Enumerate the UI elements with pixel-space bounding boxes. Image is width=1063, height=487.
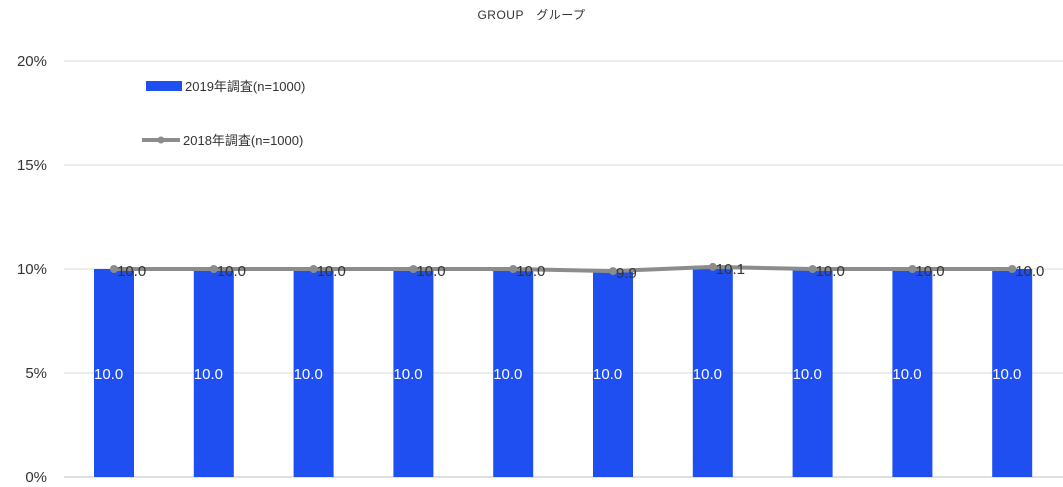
bar xyxy=(94,269,134,477)
bar-data-label: 10.0 xyxy=(693,366,722,383)
bar xyxy=(692,269,733,477)
bar-data-label: 10.0 xyxy=(892,366,921,383)
y-axis: 0% 5% 10% 15% 20% xyxy=(17,53,47,486)
bar-data-label: 10.0 xyxy=(94,366,123,383)
line-marker xyxy=(409,265,418,273)
line-data-labels: 10.0 10.0 10.0 10.0 10.0 9.9 10.1 10.0 10.0 10.0 xyxy=(117,261,1044,282)
bar xyxy=(493,269,534,477)
bar xyxy=(193,269,234,477)
line-marker xyxy=(609,267,617,276)
line-data-label: 10.0 xyxy=(516,263,545,280)
line-data-label: 10.0 xyxy=(915,263,944,280)
legend-swatch-2018-marker xyxy=(157,136,165,144)
bar xyxy=(792,269,833,477)
line-marker xyxy=(209,265,218,273)
legend-label-2018: 2018年調査(n=1000) xyxy=(183,133,303,148)
bar xyxy=(293,269,334,477)
series-line xyxy=(114,264,1013,274)
line-marker xyxy=(309,265,318,273)
line-marker xyxy=(110,265,118,273)
bar xyxy=(992,269,1033,477)
bar-data-label: 10.0 xyxy=(493,366,522,383)
line-data-label: 10.1 xyxy=(716,261,745,278)
line-data-label: 10.0 xyxy=(816,263,845,280)
bar-data-label: 10.0 xyxy=(593,366,622,383)
bar-data-labels: 10.0 10.0 10.0 10.0 10.0 10.0 10.0 10.0 10.0 10.0 xyxy=(94,366,1021,383)
y-tick-label: 20% xyxy=(17,53,47,70)
line-data-label: 10.0 xyxy=(317,263,346,280)
legend-swatch-2019 xyxy=(146,81,182,91)
line-marker xyxy=(708,262,717,271)
bar-series-2019 xyxy=(94,269,1033,477)
bar-data-label: 10.0 xyxy=(294,366,323,383)
y-tick-label: 15% xyxy=(17,157,47,174)
bar xyxy=(892,269,933,477)
line-data-label: 10.0 xyxy=(217,263,246,280)
line-data-label: 10.0 xyxy=(1015,263,1044,280)
y-tick-label: 0% xyxy=(25,469,47,486)
line-marker xyxy=(509,265,518,273)
line-series-2018 xyxy=(110,262,1017,276)
bar xyxy=(393,269,434,477)
legend-label-2019: 2019年調査(n=1000) xyxy=(185,79,305,94)
line-marker xyxy=(1008,265,1017,273)
bar xyxy=(593,269,633,477)
chart-title: GROUP グループ xyxy=(477,8,586,22)
bar-data-label: 10.0 xyxy=(194,366,223,383)
bar-data-label: 10.0 xyxy=(992,366,1021,383)
bar-data-label: 10.0 xyxy=(393,366,422,383)
line-data-label: 9.9 xyxy=(616,265,637,282)
line-marker xyxy=(808,265,817,273)
line-data-label: 10.0 xyxy=(416,263,445,280)
legend: 2019年調査(n=1000) 2018年調査(n=1000) xyxy=(142,79,305,148)
line-data-label: 10.0 xyxy=(117,263,146,280)
line-marker xyxy=(908,265,917,273)
y-tick-label: 5% xyxy=(25,365,47,382)
y-tick-label: 10% xyxy=(17,261,47,278)
bar-data-label: 10.0 xyxy=(793,366,822,383)
